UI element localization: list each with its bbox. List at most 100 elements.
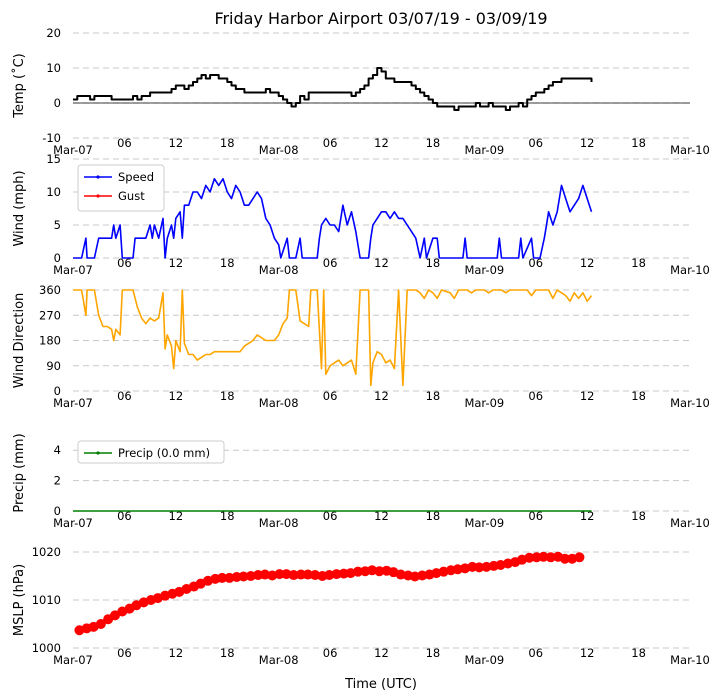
x-tick-label: Mar-09 xyxy=(464,396,504,410)
x-tick-label: 12 xyxy=(580,646,595,660)
series-line xyxy=(73,289,593,387)
x-tick-label: Mar-08 xyxy=(259,653,299,667)
x-tick-label: Mar-09 xyxy=(464,516,504,530)
data-point xyxy=(259,569,270,580)
x-tick-label: 18 xyxy=(426,509,441,523)
data-point xyxy=(324,570,335,581)
panel-speed: 0 5 10 15 Mar-07 06 12 18 Mar-08 06 12 18 Mar-09 06 12… xyxy=(12,152,710,277)
x-tick-label: 06 xyxy=(117,509,132,523)
x-tick-label: 18 xyxy=(220,509,235,523)
x-tick-label: 18 xyxy=(631,136,646,150)
panel-temp: -10 0 10 20 Mar-07 06 12 18 Mar-08 06 12 18 Mar-09 06… xyxy=(11,26,710,157)
x-tick-label: Mar-09 xyxy=(464,653,504,667)
x-tick-label: 06 xyxy=(117,646,132,660)
data-point xyxy=(374,566,385,577)
legend-marker xyxy=(96,175,100,179)
y-tick-label: 0 xyxy=(54,504,61,518)
x-tick-label: 12 xyxy=(169,389,184,403)
x-tick-label: Mar-10 xyxy=(670,396,710,410)
y-tick-label: 360 xyxy=(39,283,61,297)
x-tick-label: 18 xyxy=(220,136,235,150)
y-tick-label: 270 xyxy=(39,308,61,322)
x-axis-label: Time (UTC) xyxy=(344,677,417,692)
x-tick-label: 18 xyxy=(426,389,441,403)
series-line xyxy=(73,178,593,259)
x-tick-label: 12 xyxy=(374,256,389,270)
x-tick-label: 18 xyxy=(426,646,441,660)
x-tick-label: 18 xyxy=(631,509,646,523)
legend-label: Precip (0.0 mm) xyxy=(118,446,210,460)
x-tick-label: Mar-09 xyxy=(464,143,504,157)
legend-frame xyxy=(77,440,225,464)
data-point xyxy=(559,553,570,564)
y-tick-label: 15 xyxy=(46,152,61,166)
legend: Speed Gust xyxy=(77,164,165,212)
data-point xyxy=(409,571,420,582)
x-tick-label: 06 xyxy=(323,509,338,523)
x-tick-label: 12 xyxy=(580,509,595,523)
y-axis-label: MSLP (hPa) xyxy=(12,564,27,636)
panel-dir: 0 90 180 270 360 Mar-07 06 12 18 Mar-08 06 12 18 Mar-… xyxy=(12,283,710,410)
x-tick-label: 06 xyxy=(323,389,338,403)
x-tick-label: 12 xyxy=(169,646,184,660)
x-tick-label: Mar-07 xyxy=(53,516,93,530)
legend-label: Gust xyxy=(118,189,145,203)
x-tick-label: 06 xyxy=(528,509,543,523)
x-tick-label: 06 xyxy=(528,256,543,270)
y-tick-label: 1010 xyxy=(32,593,61,607)
legend-marker xyxy=(96,451,100,455)
x-tick-label: 18 xyxy=(220,646,235,660)
x-tick-label: 06 xyxy=(323,256,338,270)
x-tick-label: Mar-08 xyxy=(259,263,299,277)
x-tick-label: 12 xyxy=(580,136,595,150)
data-point xyxy=(417,570,428,581)
data-point xyxy=(310,570,321,581)
x-tick-label: Mar-09 xyxy=(464,263,504,277)
data-point xyxy=(224,572,235,583)
x-tick-label: 12 xyxy=(374,646,389,660)
x-tick-label: 12 xyxy=(374,389,389,403)
chart-title: Friday Harbor Airport 03/07/19 - 03/09/1… xyxy=(214,9,547,28)
x-tick-label: 06 xyxy=(117,136,132,150)
y-tick-label: 0 xyxy=(54,384,61,398)
data-point xyxy=(245,571,256,581)
x-tick-label: 18 xyxy=(426,136,441,150)
y-tick-label: 10 xyxy=(46,61,61,75)
y-axis-label: Temp (˚C) xyxy=(11,53,27,119)
y-tick-label: -10 xyxy=(42,131,61,145)
x-tick-label: Mar-10 xyxy=(670,516,710,530)
x-tick-label: 18 xyxy=(220,389,235,403)
x-tick-label: Mar-10 xyxy=(670,653,710,667)
x-tick-label: Mar-10 xyxy=(670,263,710,277)
x-tick-label: 06 xyxy=(323,646,338,660)
series-line xyxy=(73,67,593,111)
y-axis-label: Precip (mm) xyxy=(12,433,27,512)
x-tick-label: 12 xyxy=(169,136,184,150)
x-tick-label: 12 xyxy=(374,136,389,150)
y-axis-label: Wind (mph) xyxy=(12,170,27,246)
x-tick-label: 12 xyxy=(169,256,184,270)
x-tick-label: 18 xyxy=(631,256,646,270)
data-point xyxy=(217,572,228,583)
data-point xyxy=(481,561,492,572)
legend-label: Speed xyxy=(118,170,154,184)
data-point xyxy=(574,552,585,563)
data-point xyxy=(331,569,342,580)
x-tick-label: 06 xyxy=(117,256,132,270)
x-tick-label: Mar-07 xyxy=(53,143,93,157)
x-tick-label: Mar-07 xyxy=(53,396,93,410)
data-point xyxy=(274,569,285,580)
x-tick-label: 12 xyxy=(169,509,184,523)
y-tick-label: 5 xyxy=(54,218,61,232)
x-tick-label: 06 xyxy=(323,136,338,150)
x-tick-label: Mar-07 xyxy=(53,263,93,277)
x-tick-label: 18 xyxy=(426,256,441,270)
data-point xyxy=(295,569,306,580)
x-tick-label: 06 xyxy=(528,136,543,150)
x-tick-label: 06 xyxy=(528,646,543,660)
x-tick-label: 06 xyxy=(117,389,132,403)
x-tick-label: Mar-08 xyxy=(259,143,299,157)
x-tick-label: 12 xyxy=(580,256,595,270)
